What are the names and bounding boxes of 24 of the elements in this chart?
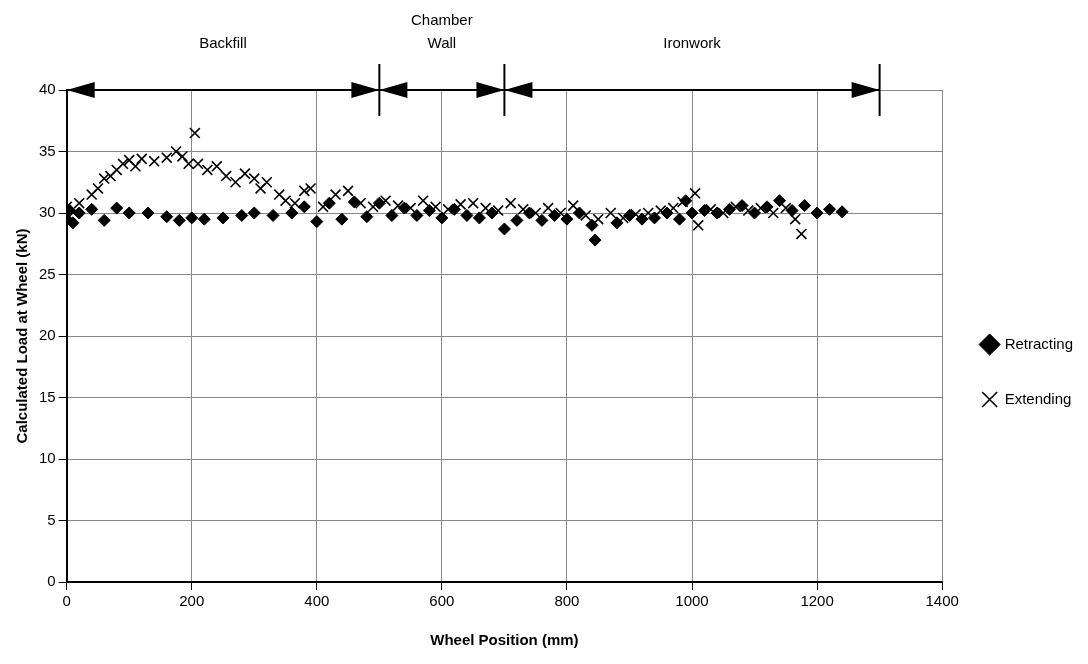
x-tick-label: 600 xyxy=(429,592,455,610)
y-tick-label: 40 xyxy=(39,80,56,98)
y-tick-label: 15 xyxy=(39,387,56,405)
y-tick-label: 30 xyxy=(39,203,56,221)
y-tick-label: 35 xyxy=(39,141,56,159)
text: Chamber Wall xyxy=(410,10,474,53)
y-tick-label: 10 xyxy=(39,449,56,467)
y-tick-label: 20 xyxy=(39,326,56,344)
y-tick-label: 25 xyxy=(39,264,56,282)
x-tick-label: 1200 xyxy=(800,592,834,610)
legend-label: Extending xyxy=(1004,389,1072,407)
x-tick-label: 200 xyxy=(179,592,205,610)
x-tick-label: 800 xyxy=(554,592,580,610)
x-tick-label: 1400 xyxy=(925,592,959,610)
y-axis-title: Calculated Load at Wheel (kN) xyxy=(13,228,31,444)
x-axis-title: Wheel Position (mm) xyxy=(430,631,579,649)
legend-label: Retracting xyxy=(1004,334,1074,352)
y-tick-label: 5 xyxy=(47,510,56,528)
y-tick-label: 0 xyxy=(47,572,56,590)
x-tick-label: 1000 xyxy=(675,592,709,610)
x-tick-label: 400 xyxy=(304,592,330,610)
text: Backfill xyxy=(199,32,247,53)
text: Ironwork xyxy=(663,32,721,53)
x-tick-label: 0 xyxy=(62,592,71,610)
